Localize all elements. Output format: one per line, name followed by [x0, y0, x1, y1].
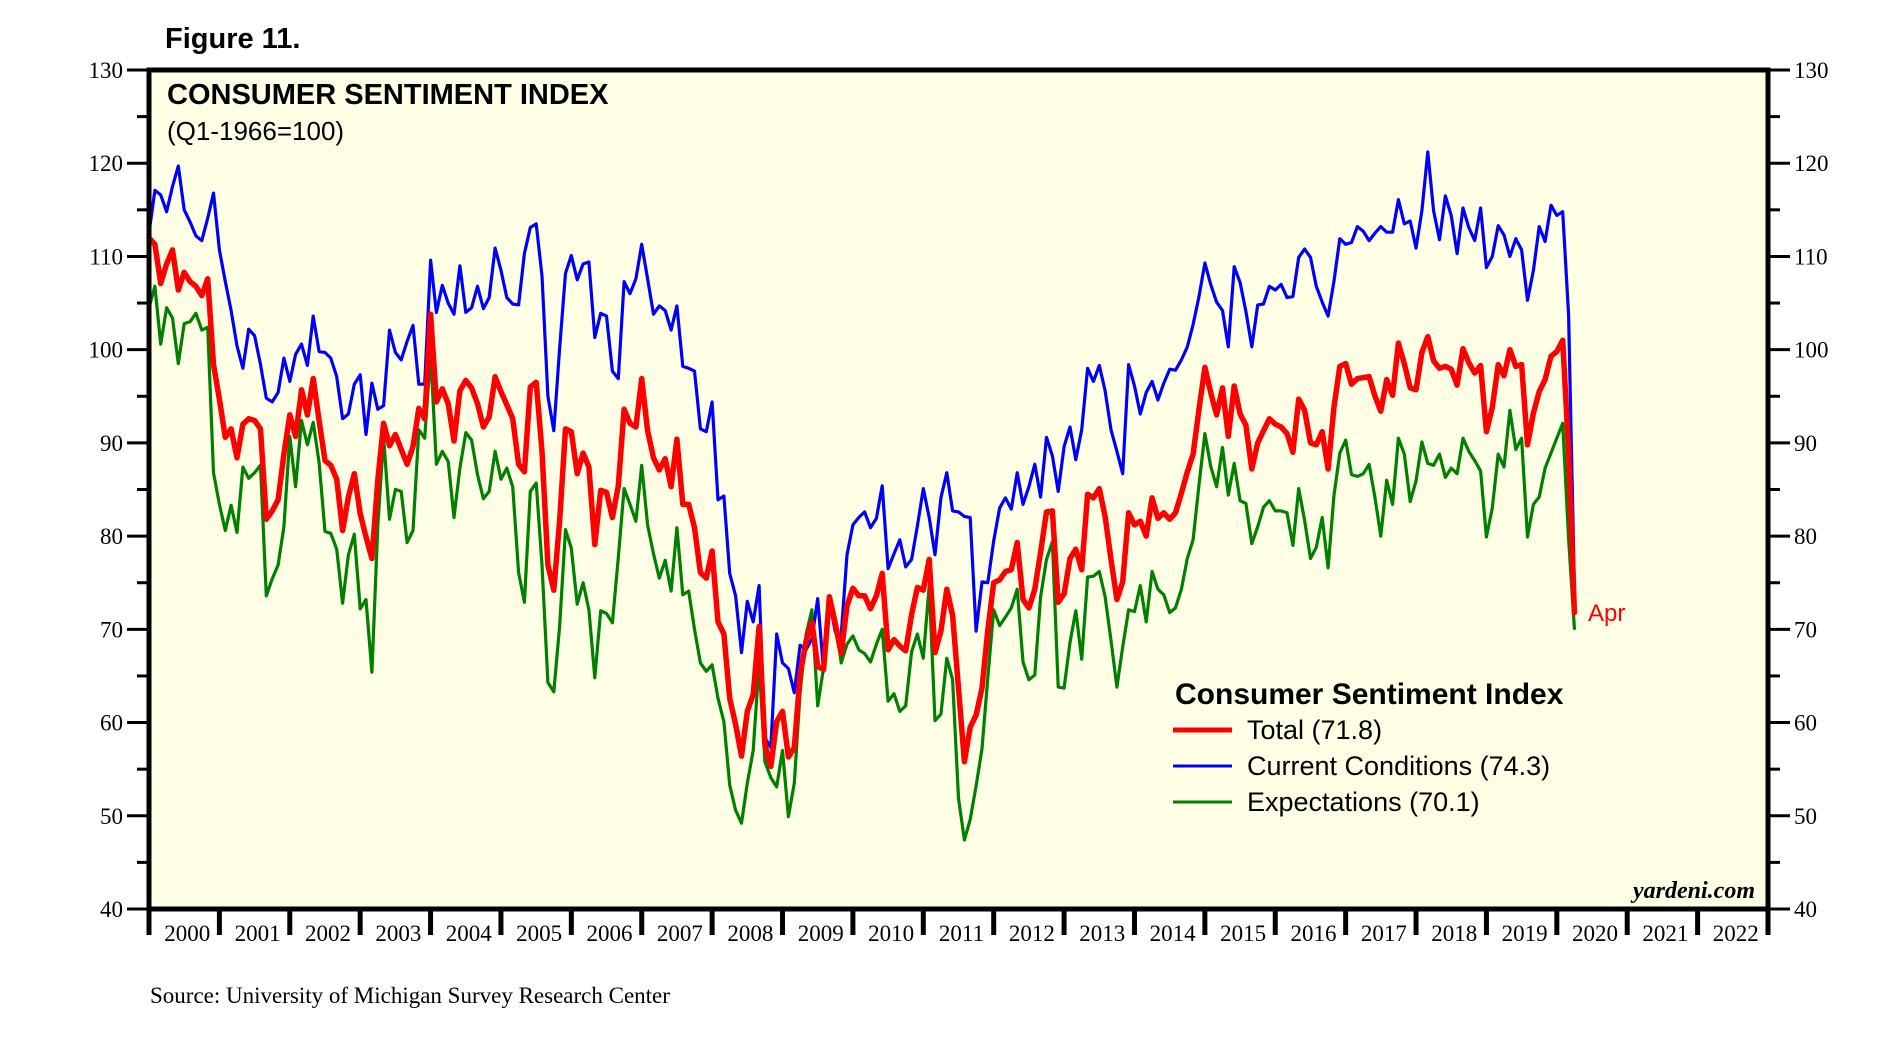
legend-label-current: Current Conditions (74.3): [1247, 751, 1550, 781]
y-tick-label-left: 50: [100, 804, 123, 829]
x-tick-label: 2001: [235, 921, 281, 946]
y-tick-label-left: 70: [100, 617, 123, 642]
x-axis: 2000 2001 2002 2003 2004 2005 2006 2007 2008 2009…: [146, 909, 1771, 946]
x-tick-label: 2005: [516, 921, 562, 946]
y-tick-label-left: 60: [100, 711, 123, 736]
x-tick-label: 2002: [305, 921, 351, 946]
x-tick-label: 2003: [375, 921, 421, 946]
y-tick-label-left: 130: [89, 58, 124, 83]
x-tick-label: 2000: [164, 921, 210, 946]
x-tick-label: 2013: [1079, 921, 1125, 946]
y-tick-label-right: 70: [1794, 617, 1817, 642]
watermark: yardeni.com: [1630, 878, 1755, 904]
y-tick-label-right: 100: [1794, 338, 1829, 363]
y-tick-label-left: 80: [100, 524, 123, 549]
y-tick-label-right: 130: [1794, 58, 1829, 83]
x-tick-label: 2015: [1220, 921, 1266, 946]
figure-label: Figure 11.: [165, 23, 300, 55]
x-tick-label: 2014: [1150, 921, 1197, 946]
y-tick-label-right: 80: [1794, 524, 1817, 549]
end-label-apr: Apr: [1588, 600, 1625, 627]
y-tick-label-left: 90: [100, 431, 123, 456]
y-tick-label-right: 50: [1794, 804, 1817, 829]
series-line-current: [147, 150, 1577, 750]
x-tick-label: 2008: [727, 921, 773, 946]
y-tick-label-right: 110: [1794, 244, 1828, 269]
x-tick-label: 2007: [657, 921, 703, 946]
legend-title: Consumer Sentiment Index: [1175, 678, 1564, 711]
series-layer: [146, 150, 1578, 842]
series-line-expectations: [147, 284, 1577, 842]
x-tick-label: 2017: [1361, 921, 1407, 946]
y-axis-right: 40 50 60 70 80 90 100 110 120 130: [1768, 58, 1829, 922]
x-tick-label: 2009: [798, 921, 844, 946]
x-tick-label: 2019: [1502, 921, 1548, 946]
x-tick-label: 2021: [1642, 921, 1688, 946]
legend-label-expectations: Expectations (70.1): [1247, 787, 1480, 817]
plot-frame: [146, 67, 1771, 912]
y-tick-label-left: 110: [89, 244, 123, 269]
x-tick-label: 2016: [1290, 921, 1336, 946]
chart-title: CONSUMER SENTIMENT INDEX: [167, 79, 609, 111]
x-tick-label: 2010: [868, 921, 914, 946]
y-tick-label-left: 40: [100, 897, 123, 922]
x-tick-label: 2020: [1572, 921, 1618, 946]
y-tick-label-right: 60: [1794, 711, 1817, 736]
legend: Consumer Sentiment Index Total (71.8) Cu…: [1173, 678, 1564, 817]
x-tick-label: 2012: [1009, 921, 1055, 946]
x-tick-label: 2006: [587, 921, 633, 946]
x-tick-label: 2004: [446, 921, 493, 946]
x-tick-label: 2018: [1431, 921, 1477, 946]
y-tick-label-right: 90: [1794, 431, 1817, 456]
y-tick-label-right: 120: [1794, 151, 1829, 176]
x-tick-label: 2011: [939, 921, 984, 946]
series-line-total: [146, 235, 1578, 770]
chart-subtitle: (Q1-1966=100): [167, 116, 344, 146]
source-note: Source: University of Michigan Survey Re…: [150, 983, 670, 1008]
legend-label-total: Total (71.8): [1247, 715, 1382, 745]
y-tick-label-left: 120: [89, 151, 124, 176]
y-tick-label-left: 100: [89, 338, 124, 363]
y-axis-left: 40 50 60 70 80 90 100 110 120 130: [89, 58, 149, 922]
x-tick-label: 2022: [1713, 921, 1759, 946]
y-tick-label-right: 40: [1794, 897, 1817, 922]
